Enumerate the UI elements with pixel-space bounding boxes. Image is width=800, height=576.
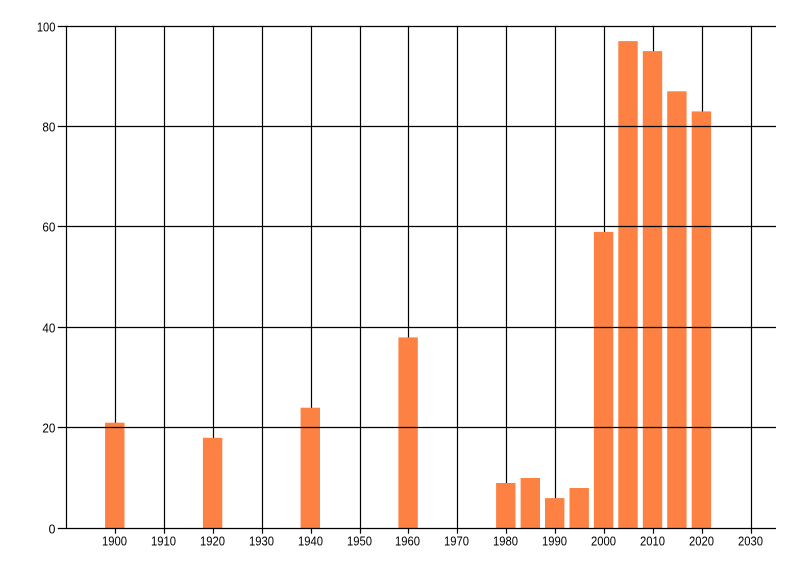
svg-text:1960: 1960 [395,533,420,548]
svg-text:40: 40 [42,320,55,335]
svg-text:1940: 1940 [298,533,323,548]
svg-text:2010: 2010 [640,533,665,548]
svg-text:2020: 2020 [689,533,714,548]
svg-text:100: 100 [37,19,56,34]
svg-text:1920: 1920 [200,533,225,548]
svg-text:1990: 1990 [542,533,567,548]
svg-text:60: 60 [42,219,55,234]
svg-text:1900: 1900 [102,533,127,548]
svg-text:0: 0 [49,521,56,536]
svg-text:1930: 1930 [249,533,274,548]
svg-text:1970: 1970 [444,533,469,548]
svg-text:1910: 1910 [151,533,176,548]
svg-text:2000: 2000 [591,533,616,548]
svg-text:1980: 1980 [493,533,518,548]
svg-text:20: 20 [42,420,55,435]
svg-text:2030: 2030 [738,533,763,548]
svg-text:1950: 1950 [347,533,372,548]
svg-text:80: 80 [42,119,55,134]
